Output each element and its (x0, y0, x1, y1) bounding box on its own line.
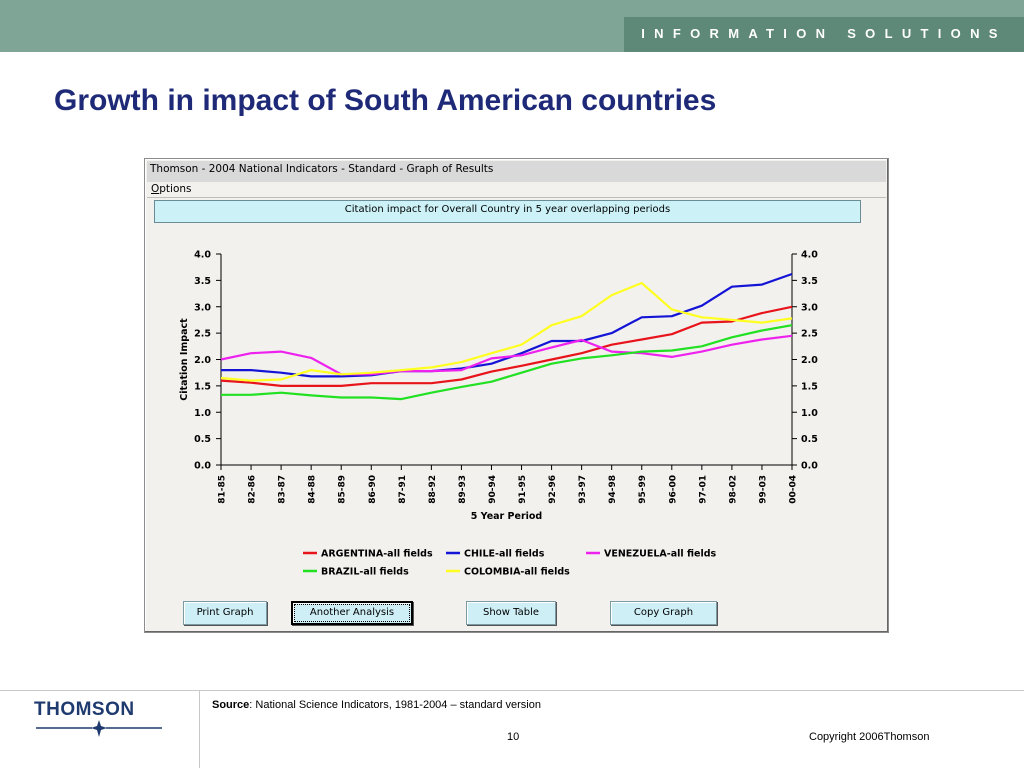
x-tick-label: 90-94 (488, 475, 498, 504)
x-tick-label: 84-88 (308, 475, 318, 504)
another-analysis-button[interactable]: Another Analysis (291, 601, 413, 625)
logo-star-icon (36, 720, 162, 737)
logo-panel: THOMSON (0, 690, 200, 768)
x-tick-label: 83-87 (278, 475, 288, 504)
x-tick-label: 82-86 (248, 475, 258, 504)
x-tick-label: 99-03 (758, 475, 768, 504)
series-line-colombia (220, 281, 793, 382)
page-number: 10 (507, 731, 520, 743)
y-tick-label: 4.0 (194, 250, 211, 261)
source-note: Source: National Science Indicators, 198… (212, 699, 541, 711)
window-titlebar: Thomson - 2004 National Indicators - Sta… (147, 161, 886, 182)
y-tick-label-right: 1.0 (801, 408, 818, 419)
legend-label-argentina: ARGENTINA-all fields (321, 549, 433, 560)
x-tick-label: 96-00 (668, 475, 678, 504)
series-line-brazil (221, 324, 793, 401)
window-title: Thomson - 2004 National Indicators - Sta… (150, 163, 494, 175)
print-graph-button[interactable]: Print Graph (183, 601, 267, 625)
copyright: Copyright 2006Thomson (809, 731, 930, 743)
x-tick-label: 00-04 (789, 475, 799, 504)
x-tick-label: 91-95 (518, 475, 528, 504)
legend-label-chile: CHILE-all fields (464, 549, 545, 560)
x-tick-label: 87-91 (398, 475, 408, 504)
y-tick-label-right: 4.0 (801, 250, 818, 261)
x-tick-label: 98-02 (728, 475, 738, 504)
y-tick-label: 0.0 (194, 461, 211, 472)
show-table-button[interactable]: Show Table (466, 601, 556, 625)
x-tick-label: 95-99 (638, 475, 648, 504)
y-tick-label: 0.5 (194, 434, 211, 445)
y-tick-label: 1.5 (194, 381, 211, 392)
tagline: INFORMATION SOLUTIONS (641, 26, 1007, 41)
x-tick-label: 88-92 (428, 475, 438, 504)
y-tick-label: 3.0 (194, 302, 211, 313)
legend-label-colombia: COLOMBIA-all fields (464, 567, 570, 578)
footer-divider (0, 690, 1024, 691)
chart-title: Citation impact for Overall Country in 5… (344, 204, 671, 215)
y-tick-label: 1.0 (194, 408, 211, 419)
y-tick-label-right: 2.0 (801, 355, 818, 366)
line-chart: 0.0 0.0 0.5 0.5 1.0 1.0 1.5 1.5 2.0 2.0 2.5 2.5 3.0 3… (179, 250, 818, 578)
x-axis-label: 5 Year Period (471, 511, 542, 522)
x-tick-label: 94-98 (608, 475, 618, 504)
source-text: : National Science Indicators, 1981-2004… (249, 699, 541, 711)
slide-title: Growth in impact of South American count… (54, 84, 717, 117)
source-label: Source (212, 699, 250, 711)
legend-label-venezuela: VENEZUELA-all fields (604, 549, 716, 560)
app-window: Thomson - 2004 National Indicators - Sta… (144, 158, 889, 633)
menu-options[interactable]: Options (151, 183, 192, 195)
y-tick-label: 3.5 (194, 276, 211, 287)
y-tick-label-right: 2.5 (801, 329, 818, 340)
x-tick-label: 85-89 (338, 475, 348, 504)
thomson-logo: THOMSON (34, 699, 135, 720)
legend-label-brazil: BRAZIL-all fields (321, 567, 409, 578)
y-tick-label: 2.0 (194, 355, 211, 366)
x-tick-label: 81-85 (218, 475, 228, 504)
y-tick-label-right: 0.0 (801, 461, 818, 472)
x-tick-label: 86-90 (368, 475, 378, 504)
y-tick-label-right: 3.5 (801, 276, 818, 287)
x-tick-label: 97-01 (698, 475, 708, 504)
x-tick-label: 93-97 (578, 475, 588, 504)
menu-separator (147, 197, 886, 198)
series-line-chile (221, 272, 793, 378)
copy-graph-button[interactable]: Copy Graph (610, 601, 717, 625)
chart-caption-box: Citation impact for Overall Country in 5… (154, 200, 861, 223)
y-tick-label-right: 3.0 (801, 302, 818, 313)
x-tick-label: 92-96 (548, 475, 558, 504)
y-tick-label: 2.5 (194, 329, 211, 340)
series-line-venezuela (220, 334, 793, 376)
y-tick-label-right: 0.5 (801, 434, 818, 445)
series-line-argentina (220, 305, 793, 387)
tagline-box: INFORMATION SOLUTIONS (624, 17, 1024, 52)
y-axis-label: Citation Impact (179, 318, 190, 401)
y-tick-label-right: 1.5 (801, 381, 818, 392)
x-tick-label: 89-93 (458, 475, 468, 504)
